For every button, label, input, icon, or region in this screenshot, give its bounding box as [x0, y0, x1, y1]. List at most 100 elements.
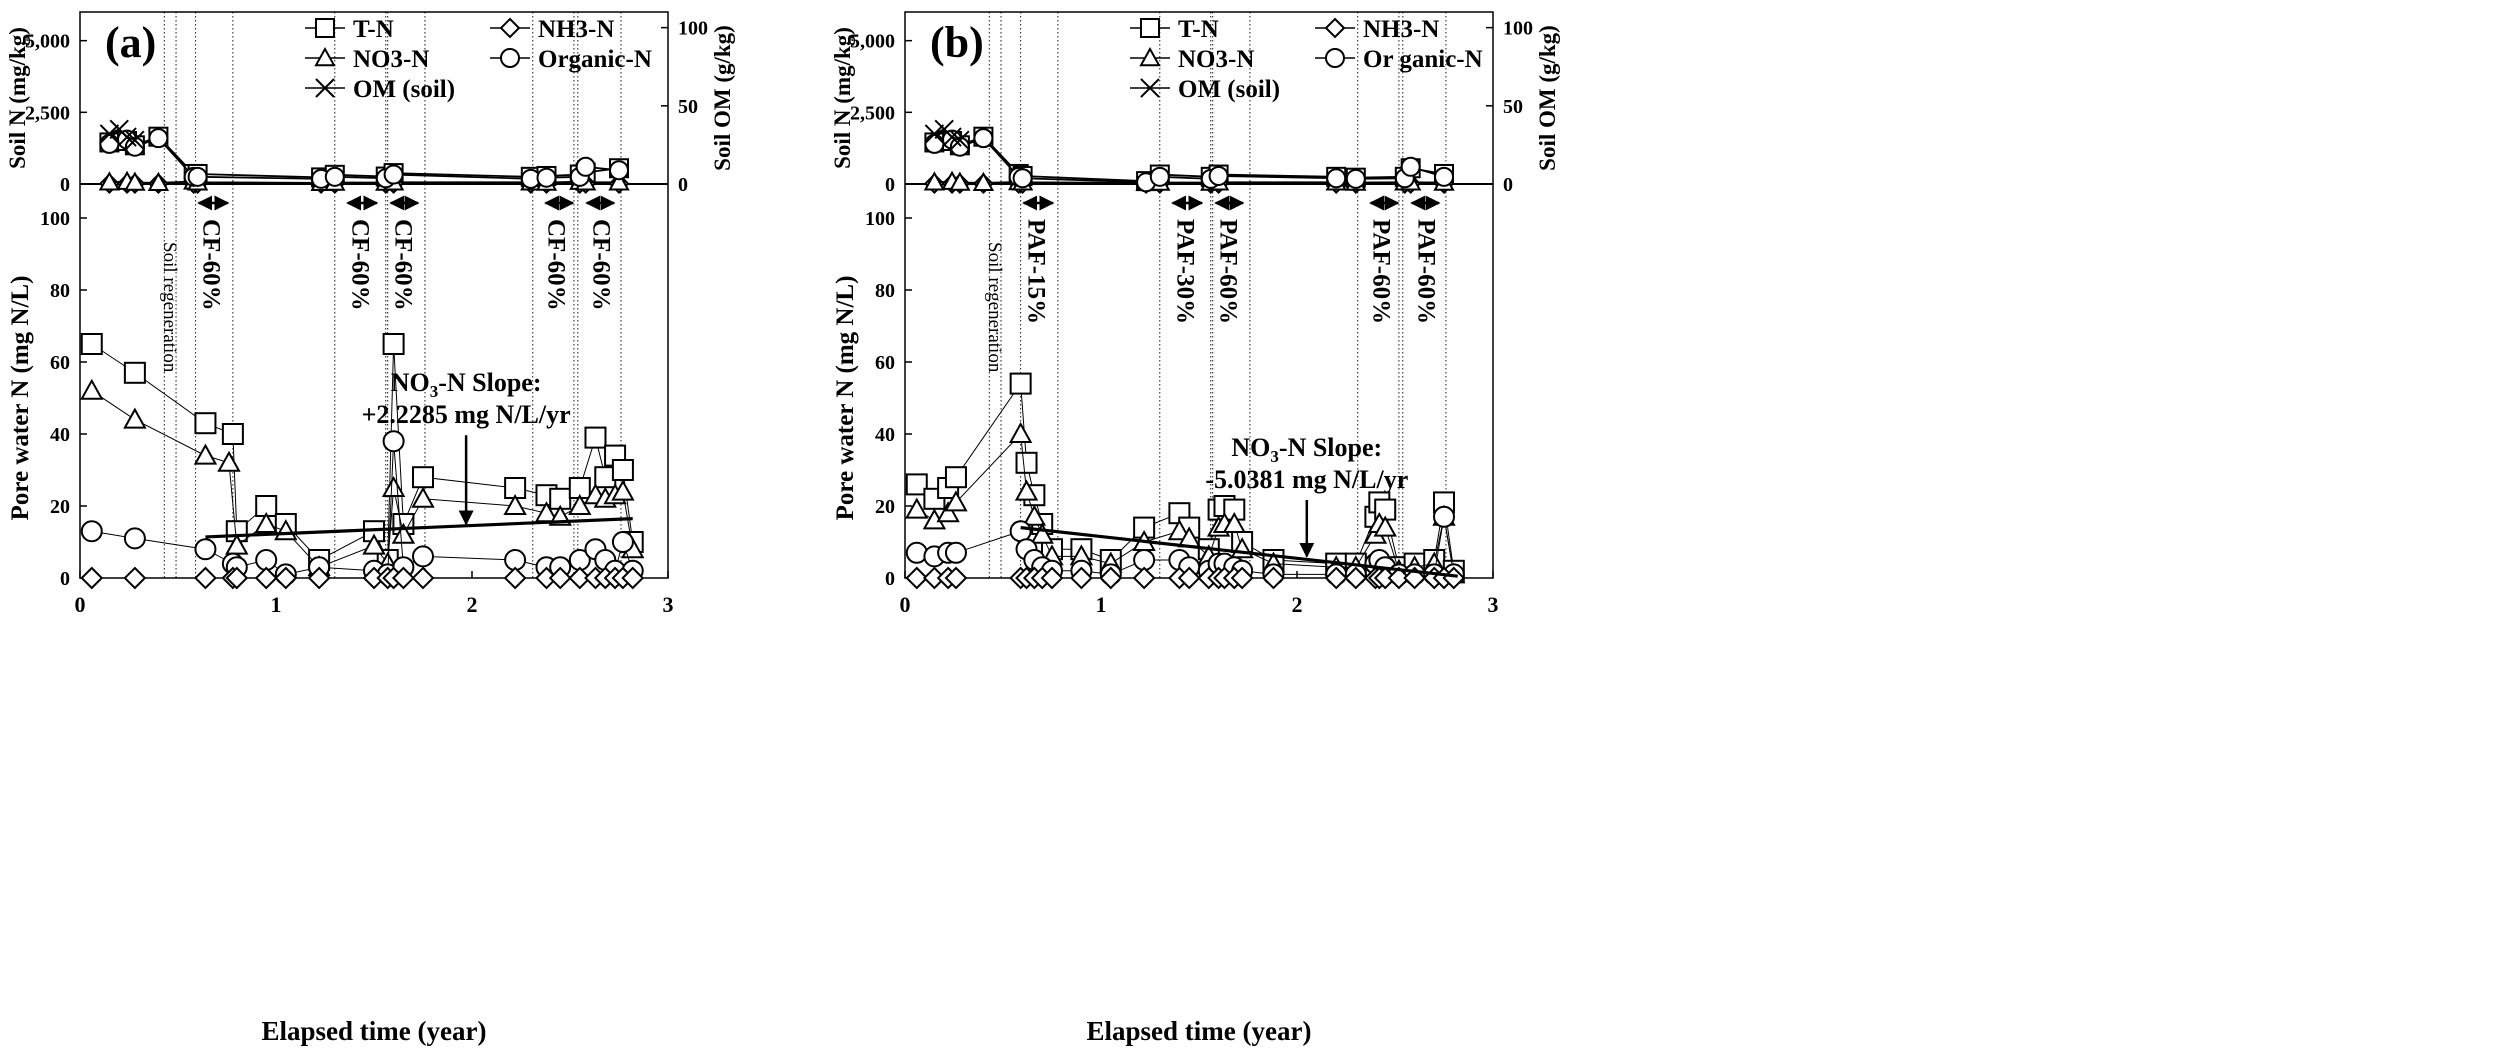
legend-label: NO3-N [1178, 46, 1254, 73]
bottom-series-point [411, 566, 435, 590]
top-series-point [1345, 168, 1366, 189]
bottom-series-point [80, 378, 104, 400]
ytick-label-bottom: 100 [40, 208, 70, 230]
ytick-label-bottom: 80 [50, 280, 70, 302]
bottom-series-point [1222, 511, 1246, 533]
legend-marker [315, 78, 335, 98]
legend-marker [314, 46, 336, 67]
bottom-series-point [1177, 566, 1201, 590]
top-series-point [924, 133, 945, 154]
top-series-point [99, 133, 120, 154]
ytick-label-left: 5,000 [25, 31, 70, 53]
ytick-label-bottom: 60 [50, 352, 70, 374]
slope-annotation-subscript: 3 [430, 382, 439, 401]
slope-annotation-prefix: NO [1231, 433, 1270, 462]
legend-label: OM (soil) [1178, 76, 1280, 103]
bottom-series-point [123, 566, 147, 590]
legend-marker [1325, 48, 1345, 68]
slope-annotation-suffix: -N Slope: [438, 368, 541, 397]
slope-annotation-line1: NO3-N Slope: [1231, 433, 1382, 466]
trend-line [1020, 526, 1458, 578]
legend-marker [1140, 78, 1160, 98]
legend-label: Organic-N [538, 46, 652, 73]
top-series-point [609, 160, 629, 181]
bottom-series-point [568, 566, 592, 590]
xtick-label: 2 [1292, 592, 1303, 617]
bottom-series-point [1324, 566, 1348, 590]
bottom-series-point [611, 479, 635, 501]
bottom-series-point [611, 459, 634, 481]
ytick-label-left: 2,500 [850, 102, 895, 124]
slope-annotation-line1: NO3-N Slope: [391, 368, 542, 401]
top-series-point [124, 136, 145, 157]
bottom-series-point [1099, 566, 1123, 590]
top-series-point [923, 171, 946, 191]
legend-label: NH3-N [1363, 16, 1439, 43]
bottom-series-point [944, 566, 968, 590]
bottom-series-point [194, 566, 217, 590]
xtick-label: 0 [75, 592, 86, 617]
legend-label: T-N [1178, 16, 1219, 43]
bottom-series-point [1167, 519, 1192, 541]
top-series-point [1326, 168, 1347, 189]
bottom-series [80, 566, 645, 590]
top-series-point [124, 171, 146, 191]
ytick-label-bottom: 60 [875, 352, 895, 374]
ytick-label-bottom: 0 [60, 568, 70, 590]
top-series-point [1208, 165, 1229, 186]
xtick-label: 3 [1488, 592, 1499, 617]
top-series-point [972, 171, 995, 192]
ytick-label-left: 2,500 [25, 102, 70, 124]
legend-label: Or ganic-N [1363, 46, 1483, 73]
bottom-series-point [382, 430, 405, 453]
bottom-series-point [254, 566, 278, 590]
bottom-series-point [1132, 566, 1156, 590]
bottom-series-point [80, 520, 103, 543]
period-label: Soil regeneration [984, 242, 1005, 373]
bottom-series-point [1015, 451, 1038, 474]
bottom-series-point [1069, 566, 1093, 590]
chart-panel-b: (b) 0 2,500 5,000 0 50 100 0 20 40 60 80 100 0 1 2 3 Elap… [830, 11, 1560, 1046]
bottom-series-point [548, 566, 572, 590]
bottom-series-point [123, 361, 146, 384]
bottom-series-point [905, 566, 929, 590]
top-series-point [148, 128, 169, 149]
bottom-series-point [944, 541, 967, 564]
bottom-series-point [1262, 566, 1285, 590]
bottom-series-point [362, 533, 386, 555]
bottom-series-line [91, 343, 634, 561]
period-label: PAF-30% [1171, 219, 1198, 324]
panel-label: (b) [930, 18, 984, 67]
bottom-series-point [391, 522, 416, 544]
bottom-series-point [382, 333, 405, 355]
bottom-series-point [221, 423, 244, 445]
y-axis-label-bottom: Pore water N (mg N/L) [832, 276, 859, 521]
bottom-series-point [194, 538, 217, 561]
top-series [924, 128, 1454, 193]
bottom-series-point [1373, 515, 1397, 537]
bottom-series-point [503, 493, 527, 515]
xtick-label: 1 [1096, 592, 1107, 617]
period-label: CF-60% [542, 219, 569, 311]
panel-label: (a) [105, 18, 156, 67]
xtick-label: 2 [467, 592, 478, 617]
bottom-series-point [905, 497, 929, 519]
ytick-label-bottom: 40 [50, 424, 70, 446]
bottom-series-point [611, 531, 634, 553]
top-series-point [924, 124, 945, 144]
bottom-series-point [123, 407, 147, 429]
top-series [924, 119, 970, 150]
legend-marker [500, 48, 520, 68]
period-label: CF-60% [587, 219, 614, 311]
legend-label: NO3-N [353, 46, 429, 73]
bottom-series-point [936, 501, 960, 523]
bottom-series [905, 566, 1466, 590]
bottom-series-point [194, 412, 217, 435]
bottom-series-point [1014, 479, 1039, 501]
ytick-label-right: 100 [1503, 18, 1533, 40]
legend-marker [1140, 18, 1160, 38]
ytick-label-bottom: 20 [50, 496, 70, 518]
ytick-label-bottom: 40 [875, 424, 895, 446]
x-axis-label: Elapsed time (year) [262, 1016, 487, 1046]
slope-annotation-suffix: -N Slope: [1279, 433, 1382, 462]
